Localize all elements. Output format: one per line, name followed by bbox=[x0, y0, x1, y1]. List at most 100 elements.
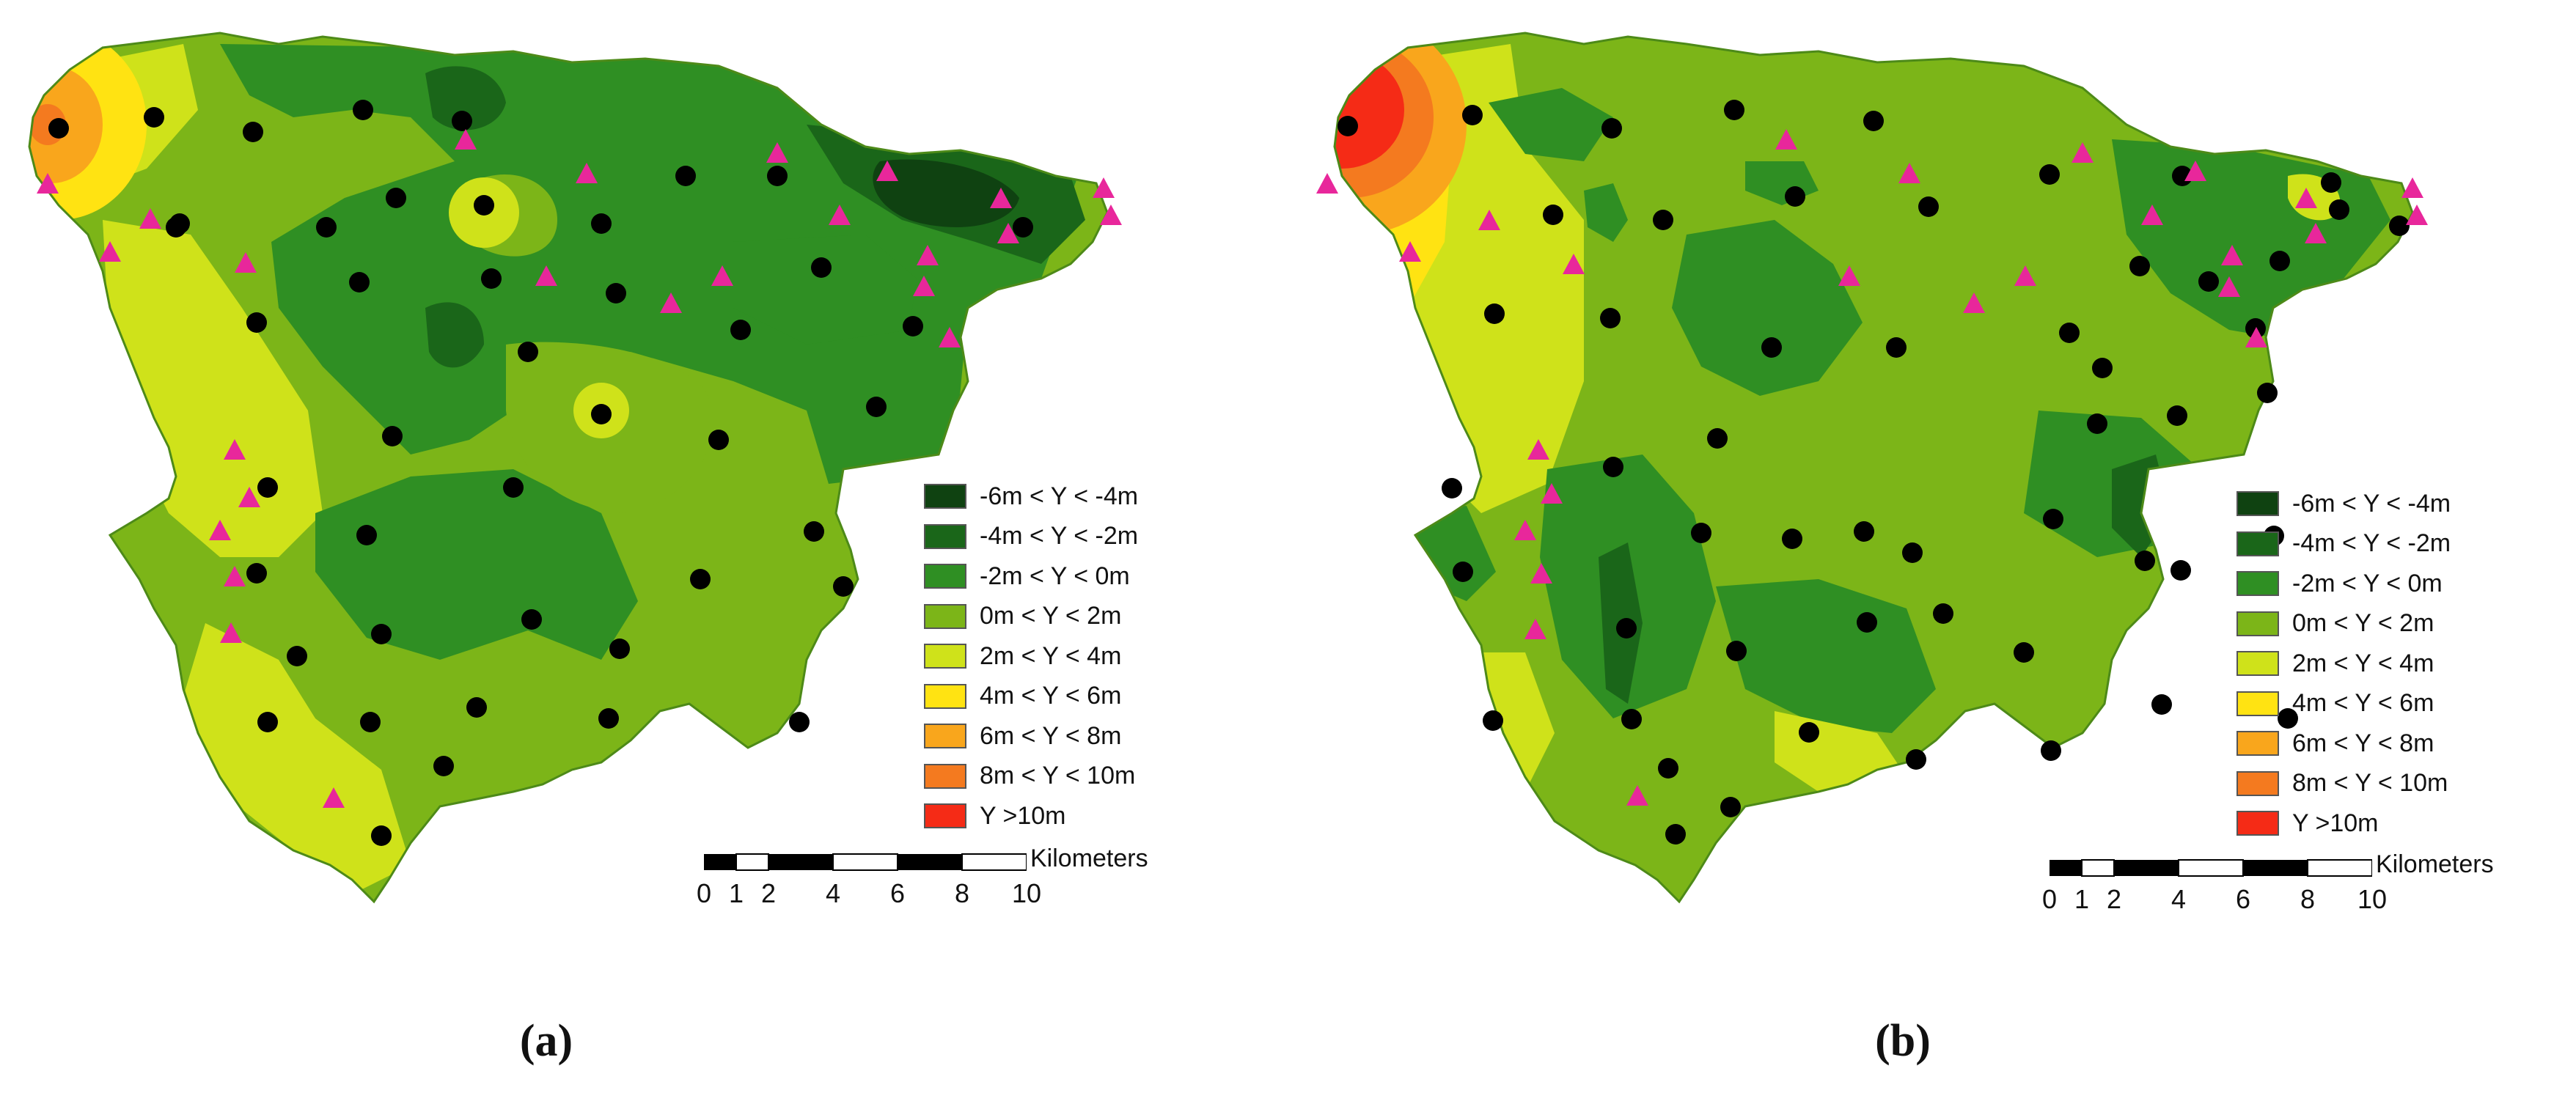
triangle-marker bbox=[1563, 254, 1585, 274]
legend-item: 4m < Y < 6m bbox=[2236, 684, 2451, 724]
well-point bbox=[452, 111, 472, 131]
legend-swatch bbox=[2236, 491, 2279, 517]
well-point bbox=[903, 316, 923, 336]
well-point bbox=[518, 342, 538, 362]
well-point bbox=[1906, 749, 1926, 770]
well-point bbox=[2321, 172, 2341, 193]
well-point bbox=[1600, 308, 1621, 328]
well-point bbox=[2151, 694, 2172, 715]
well-point bbox=[371, 825, 392, 846]
scale-unit-b: Kilometers bbox=[2376, 850, 2494, 878]
legend-label: -4m < Y < -2m bbox=[980, 522, 1139, 551]
triangle-marker bbox=[1524, 619, 1546, 639]
triangle-marker bbox=[711, 265, 733, 286]
triangle-marker bbox=[1527, 439, 1549, 460]
legend-swatch bbox=[2236, 651, 2279, 677]
well-point bbox=[609, 639, 630, 659]
triangle-marker bbox=[2305, 223, 2327, 243]
triangle-marker bbox=[2141, 205, 2163, 225]
legend-item: 0m < Y < 2m bbox=[2236, 604, 2451, 644]
triangle-marker bbox=[1530, 563, 1552, 584]
triangle-marker bbox=[2221, 245, 2243, 265]
triangle-sites-b bbox=[1316, 129, 2428, 806]
legend-item: 4m < Y < 6m bbox=[924, 677, 1138, 717]
well-point bbox=[1857, 612, 1877, 633]
triangle-marker bbox=[224, 566, 246, 586]
triangle-marker bbox=[997, 223, 1019, 243]
well-point bbox=[767, 166, 788, 186]
scale-unit-a: Kilometers bbox=[1030, 844, 1148, 872]
scale-tick-b: 0 bbox=[2041, 884, 2058, 914]
well-point bbox=[1658, 758, 1678, 779]
legend-swatch bbox=[924, 724, 966, 749]
legend-swatch bbox=[924, 523, 966, 549]
well-point bbox=[1665, 824, 1686, 844]
well-point bbox=[591, 213, 612, 234]
well-point bbox=[2329, 199, 2349, 220]
scale-tick-b: 8 bbox=[2300, 884, 2316, 914]
well-point bbox=[1720, 797, 1741, 817]
triangle-marker bbox=[829, 205, 851, 225]
legend-item: 2m < Y < 4m bbox=[924, 636, 1138, 677]
well-point bbox=[675, 166, 696, 186]
well-point bbox=[353, 100, 373, 120]
legend-rows-a: -6m < Y < -4m -4m < Y < -2m -2m < Y < 0m 0m… bbox=[924, 476, 1138, 836]
well-point bbox=[2170, 560, 2191, 581]
legend-swatch bbox=[924, 803, 966, 829]
well-point bbox=[48, 118, 69, 139]
triangle-marker bbox=[1514, 520, 1536, 540]
map-panel-b: -6m < Y < -4m -4m < Y < -2m -2m < Y < 0m 0m… bbox=[1305, 0, 2576, 1104]
triangle-marker bbox=[209, 520, 231, 540]
triangle-marker bbox=[766, 142, 788, 163]
legend-label: 4m < Y < 6m bbox=[980, 682, 1122, 710]
well-point bbox=[1601, 118, 1622, 139]
well-point bbox=[382, 426, 403, 446]
legend-label: -6m < Y < -4m bbox=[980, 482, 1139, 510]
legend-item: -6m < Y < -4m bbox=[924, 476, 1138, 517]
legend-swatch bbox=[2236, 571, 2279, 597]
well-point bbox=[371, 624, 392, 644]
legend-item: -2m < Y < 0m bbox=[924, 556, 1138, 597]
well-point bbox=[433, 756, 454, 776]
legend-swatch bbox=[2236, 770, 2279, 796]
well-point bbox=[386, 188, 406, 208]
scale-tick-b: 4 bbox=[2170, 884, 2187, 914]
legend-item: -4m < Y < -2m bbox=[2236, 524, 2451, 564]
legend-label: -6m < Y < -4m bbox=[2292, 489, 2451, 518]
triangle-marker bbox=[660, 292, 682, 313]
legend-label: Y >10m bbox=[980, 801, 1066, 830]
legend-label: 2m < Y < 4m bbox=[2292, 649, 2434, 677]
scale-tick-b: 6 bbox=[2235, 884, 2251, 914]
well-point bbox=[166, 217, 186, 238]
triangle-marker bbox=[2406, 205, 2428, 225]
well-point bbox=[1616, 618, 1637, 639]
triangle-marker bbox=[1838, 265, 1860, 286]
well-point bbox=[1854, 521, 1874, 542]
legend-item: 8m < Y < 10m bbox=[924, 757, 1138, 797]
triangle-marker bbox=[1399, 241, 1421, 262]
legend-item: 6m < Y < 8m bbox=[924, 716, 1138, 757]
well-point bbox=[1799, 722, 1819, 743]
triangle-marker bbox=[2072, 142, 2094, 163]
well-point bbox=[730, 320, 751, 340]
well-point bbox=[521, 609, 542, 630]
legend-label: 6m < Y < 8m bbox=[2292, 729, 2434, 757]
well-point bbox=[257, 477, 278, 498]
well-point bbox=[1013, 217, 1033, 238]
scale-tick-a: 8 bbox=[954, 878, 970, 908]
well-point bbox=[708, 430, 729, 450]
legend-item: Y >10m bbox=[924, 796, 1138, 836]
well-point bbox=[2087, 413, 2107, 434]
well-point bbox=[1724, 100, 1744, 120]
legend-label: 0m < Y < 2m bbox=[980, 602, 1122, 630]
triangle-marker bbox=[2184, 161, 2206, 181]
legend-label: 6m < Y < 8m bbox=[980, 721, 1122, 750]
triangle-marker bbox=[99, 241, 121, 262]
well-point bbox=[481, 268, 502, 289]
legend-swatch bbox=[924, 564, 966, 589]
well-point bbox=[606, 283, 626, 303]
triangle-marker bbox=[139, 208, 161, 229]
observation-wells-a bbox=[48, 100, 1033, 846]
legend-item: -6m < Y < -4m bbox=[2236, 484, 2451, 524]
scale-tick-a: 6 bbox=[889, 878, 906, 908]
